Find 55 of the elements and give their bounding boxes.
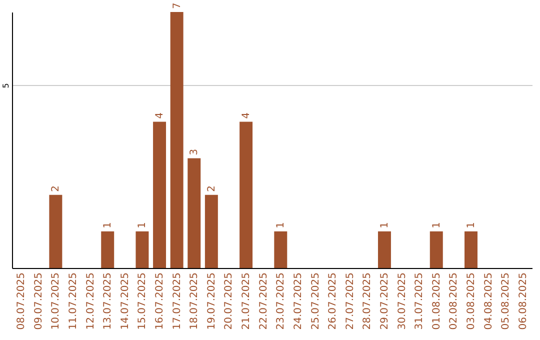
x-tick-label: 27.07.2025 [344, 272, 356, 330]
x-tick-label: 22.07.2025 [258, 272, 270, 330]
x-tick-label: 30.07.2025 [396, 272, 408, 330]
x-tick-label: 18.07.2025 [189, 272, 200, 330]
x-tick-label: 15.07.2025 [137, 272, 148, 330]
data-label: 7 [172, 2, 183, 9]
x-tick-label: 01.08.2025 [431, 272, 442, 330]
bar [240, 122, 253, 268]
data-label: 1 [431, 222, 442, 228]
x-tick-label: 14.07.2025 [120, 272, 131, 330]
bar [49, 194, 62, 268]
bar [378, 231, 391, 268]
data-label: 1 [102, 222, 114, 228]
x-tick-label: 02.08.2025 [448, 272, 460, 330]
x-tick-label: 25.07.2025 [310, 272, 322, 330]
data-label: 3 [189, 148, 200, 156]
bar [153, 122, 166, 268]
x-tick-label: 29.07.2025 [379, 272, 390, 330]
x-tick-label: 20.07.2025 [224, 272, 235, 330]
x-tick-label: 09.07.2025 [33, 272, 44, 330]
data-label: 2 [50, 185, 62, 192]
bar [170, 12, 184, 268]
x-tick-label: 21.07.2025 [241, 272, 252, 330]
bar [136, 231, 149, 268]
data-label: 1 [379, 222, 390, 228]
bar [188, 158, 201, 268]
x-tick-label: 08.07.2025 [16, 272, 28, 330]
x-tick-label: 26.07.2025 [328, 272, 339, 330]
bar [101, 231, 114, 268]
x-tick-label: 28.07.2025 [362, 272, 374, 330]
x-tick-label: 24.07.2025 [292, 272, 304, 330]
data-label: 4 [241, 112, 252, 119]
x-tick-label: 04.08.2025 [483, 272, 494, 330]
data-label: 1 [137, 222, 148, 228]
x-tick-label: 06.08.2025 [518, 272, 529, 330]
y-tick-label: 5 [2, 83, 10, 88]
x-tick-label: 10.07.2025 [50, 272, 62, 330]
data-label: 1 [466, 222, 477, 228]
x-tick-label: 19.07.2025 [206, 272, 218, 330]
bar [204, 194, 218, 268]
x-tick-label: 12.07.2025 [85, 272, 96, 330]
x-tick-label: 17.07.2025 [172, 272, 183, 330]
bar [274, 231, 288, 268]
x-tick-label: 03.08.2025 [466, 272, 477, 330]
x-tick-label: 05.08.2025 [500, 272, 512, 330]
data-label: 4 [154, 112, 166, 119]
x-tick-label: 31.07.2025 [414, 272, 426, 330]
x-tick-label: 11.07.2025 [68, 272, 79, 330]
x-tick-label: 13.07.2025 [102, 272, 114, 330]
data-label: 2 [206, 185, 218, 192]
bar [464, 231, 478, 268]
bar [430, 231, 443, 268]
x-tick-label: 23.07.2025 [276, 272, 287, 330]
data-label: 1 [276, 222, 287, 228]
x-tick-label: 16.07.2025 [154, 272, 166, 330]
